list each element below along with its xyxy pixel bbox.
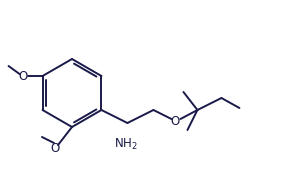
Text: O: O: [50, 142, 60, 155]
Text: O: O: [171, 115, 180, 127]
Text: O: O: [18, 70, 27, 83]
Text: NH$_2$: NH$_2$: [113, 137, 137, 152]
